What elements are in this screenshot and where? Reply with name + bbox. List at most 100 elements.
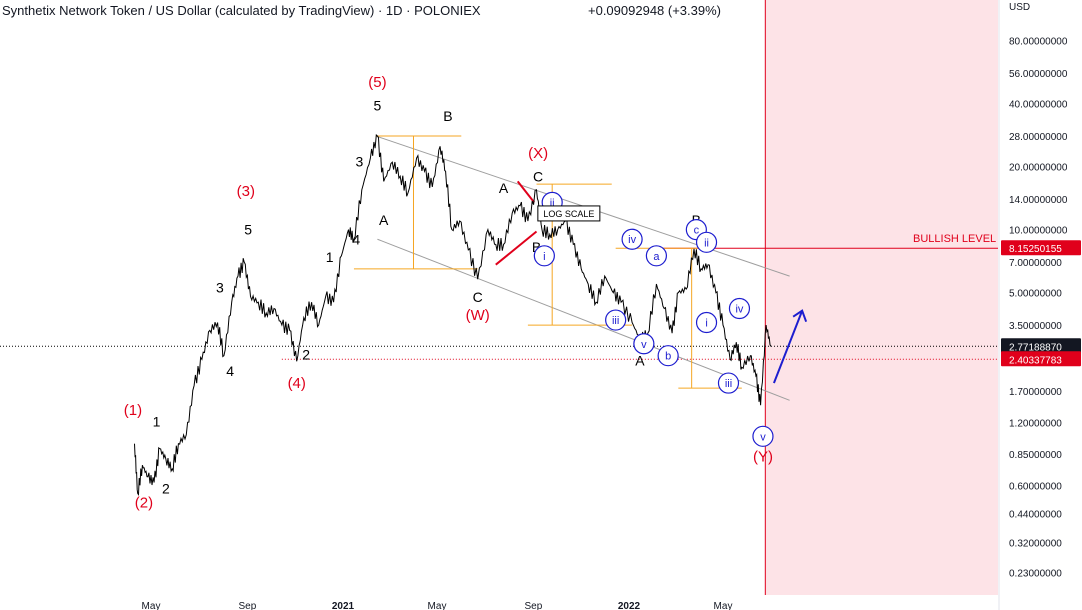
wedge-line-lower [495, 230, 538, 266]
wave-label-black: 2 [162, 480, 170, 496]
wave-circle-text: iii [725, 378, 732, 390]
wave-label-red: (5) [368, 74, 386, 91]
price-axis-tick: 0.32000000 [1009, 539, 1062, 550]
price-axis-tick: 7.00000000 [1009, 258, 1062, 269]
price-axis-tick: 0.85000000 [1009, 450, 1062, 461]
level-layer: BULLISH LEVEL [0, 233, 998, 360]
wave-label-red: (4) [288, 375, 306, 392]
wave-circle-blue: iv [621, 228, 643, 250]
price-change: +0.09092948 (+3.39%) [588, 3, 721, 18]
wave-label-red: (W) [466, 307, 490, 324]
wave-circle-ring [605, 309, 627, 331]
wave-circle-ring [633, 333, 655, 355]
wave-circle-ring [752, 425, 774, 447]
price-axis-tick: 14.00000000 [1009, 195, 1068, 206]
log-scale-box [537, 205, 601, 222]
wave-label-black: C [533, 168, 543, 184]
wave-label-black: 5 [374, 98, 382, 114]
wave-label-red: (2) [135, 495, 153, 512]
wave-label-black: 3 [216, 280, 224, 296]
price-axis-tick: 0.60000000 [1009, 481, 1062, 492]
wave-circle-blue: a [645, 245, 667, 267]
wave-circle-text: i [543, 251, 545, 263]
wave-circle-text: b [665, 351, 671, 363]
title-layer: Synthetix Network Token / US Dollar (cal… [2, 3, 721, 18]
wave-label-red: (Y) [753, 449, 773, 466]
wave-label-black: 1 [326, 249, 334, 265]
wave-label-black: 4 [352, 231, 360, 247]
time-axis-tick: Sep [238, 601, 256, 610]
time-axis-tick: May [142, 601, 161, 610]
wave-circle-text: v [760, 431, 766, 443]
wave-label-black: A [379, 212, 389, 228]
price-axis-tick: 0.23000000 [1009, 569, 1062, 580]
series-layer [134, 133, 772, 496]
wave-label-black: 5 [244, 221, 252, 237]
wave-circle-text: ii [550, 197, 555, 209]
channel-line-lower [377, 238, 790, 401]
wave-label-black: A [499, 180, 509, 196]
wave-circle-blue: iv [728, 297, 751, 320]
wave-circle-blue: v [633, 333, 655, 355]
price-axis-tag-text: 2.40337783 [1009, 355, 1062, 366]
wave-circle-text: ii [704, 237, 709, 249]
wave-circle-text: iv [628, 234, 636, 246]
time-axis-tick: 2021 [332, 601, 355, 610]
wave-label-black: C [473, 289, 483, 305]
wave-circle-ring [728, 297, 751, 320]
price-axis-tag [1001, 240, 1081, 256]
axis-layer: USD 80.00000000 56.00000000 40.00000000 28.0… [142, 0, 1081, 610]
price-axis-tag-text: 2.77188870 [1009, 342, 1062, 353]
target-arrow-shaft [772, 310, 804, 384]
price-axis-tick: 3.50000000 [1009, 321, 1062, 332]
log-scale-label: LOG SCALE [543, 209, 594, 219]
price-series-line [134, 133, 772, 496]
time-axis-tick: Sep [524, 601, 542, 610]
wave-circle-ring [621, 228, 643, 250]
price-axis-tick: 28.00000000 [1009, 132, 1068, 143]
bullish-level-label: BULLISH LEVEL [913, 233, 996, 245]
wave-circle-blue: iii [717, 372, 740, 394]
label-layer: (1) (2) (3) (4) (5) (W) (X) (Y) 1 2 3 4 5 1 2 3 4 5 A B C A B C… [124, 74, 808, 512]
wave-label-red: (3) [237, 183, 255, 200]
target-zone-shade [765, 0, 998, 595]
wave-label-black: 3 [356, 154, 364, 170]
price-axis-tag [1001, 351, 1081, 367]
wave-circle-ring [533, 245, 555, 267]
wave-circle-blue: b [657, 345, 679, 367]
time-axis-tick: 2022 [618, 601, 641, 610]
price-axis-tag [1001, 338, 1081, 354]
wave-circle-blue: i [695, 311, 718, 334]
wave-label-black: B [443, 108, 452, 124]
wave-label-red: (1) [124, 402, 142, 419]
wave-label-black: 1 [153, 413, 161, 429]
wave-label-black: A [635, 352, 645, 368]
wave-circle-text: iii [612, 315, 619, 327]
wave-circle-ring [695, 231, 718, 253]
price-axis-tick: 56.00000000 [1009, 69, 1068, 80]
wave-label-black: 4 [226, 363, 234, 379]
price-axis-tick: 10.00000000 [1009, 226, 1068, 237]
channel-layer [375, 135, 790, 401]
price-axis-tick: 5.00000000 [1009, 289, 1062, 300]
time-axis-tick: May [428, 601, 447, 610]
wave-label-black: 2 [302, 346, 310, 362]
wave-circle-text: i [705, 318, 707, 330]
price-axis-tick: 40.00000000 [1009, 100, 1068, 111]
wave-circle-blue: iii [605, 309, 627, 331]
wave-circle-blue: ii [695, 231, 718, 253]
price-axis-tick: 20.00000000 [1009, 163, 1068, 174]
price-axis-tick: 0.44000000 [1009, 510, 1062, 521]
wave-circle-blue: v [752, 425, 774, 447]
wave-circle-ring [657, 345, 679, 367]
shade-layer [764, 0, 998, 595]
wave-circle-ring [645, 245, 667, 267]
price-axis-unit: USD [1009, 2, 1030, 13]
price-axis-tick: 1.20000000 [1009, 418, 1062, 429]
wave-circle-ring [717, 372, 740, 394]
wave-circle-text: iv [735, 304, 743, 316]
price-axis-tag-text: 8.15250155 [1009, 244, 1062, 255]
wedge-line-upper [516, 180, 535, 203]
wave-circle-text: c [694, 225, 700, 237]
